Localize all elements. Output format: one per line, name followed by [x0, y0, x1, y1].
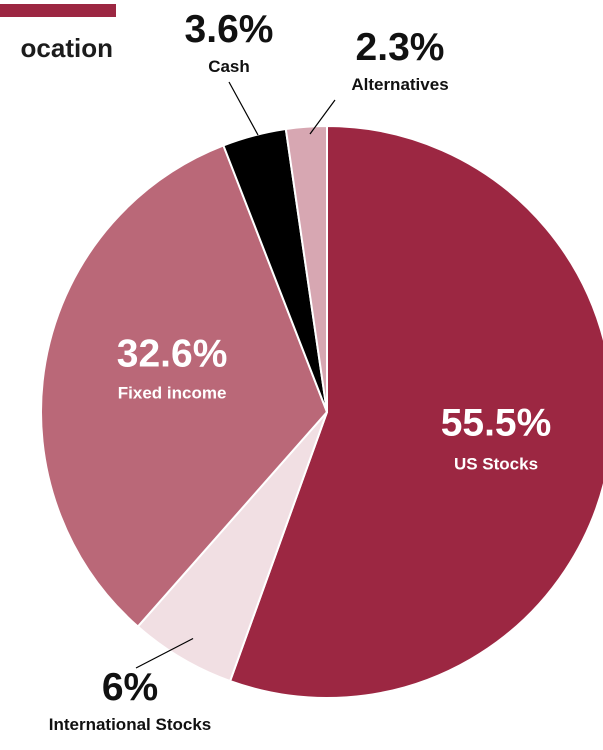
leader-line-cash — [228, 81, 259, 136]
slice-labels: 55.5% US Stocks 6% International Stocks 32.6… — [49, 8, 552, 734]
data-label-name-alternatives: Alternatives — [351, 75, 448, 94]
data-label-pct-us-stocks: 55.5% — [441, 402, 552, 445]
leader-line-international-stocks — [135, 637, 194, 669]
pie-slice-fixed-income — [40, 144, 328, 628]
pie-slice-us-stocks — [229, 125, 603, 699]
data-label-pct-cash: 3.6% — [185, 8, 274, 51]
pie-slice-alternatives — [284, 125, 328, 413]
pie-slices — [40, 125, 603, 699]
data-label-pct-international-stocks: 6% — [102, 666, 158, 709]
data-label-name-fixed-income: Fixed income — [118, 384, 227, 403]
accent-bar — [0, 4, 116, 17]
data-label-pct-fixed-income: 32.6% — [117, 333, 228, 376]
data-label-name-international-stocks: International Stocks — [49, 715, 211, 734]
data-label-name-cash: Cash — [208, 57, 250, 76]
chart-title: ocation — [20, 33, 113, 63]
leader-line-alternatives — [309, 99, 336, 135]
data-label-pct-alternatives: 2.3% — [356, 26, 445, 69]
data-label-name-us-stocks: US Stocks — [454, 455, 538, 474]
leader-lines — [135, 81, 336, 669]
